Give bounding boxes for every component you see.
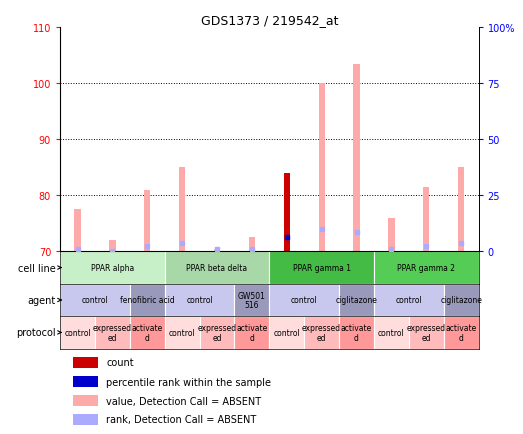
Bar <box>130 316 165 349</box>
Bar <box>283 174 290 252</box>
Text: GW501
516: GW501 516 <box>238 291 266 309</box>
Text: PPAR gamma 2: PPAR gamma 2 <box>397 263 455 273</box>
Text: control: control <box>395 296 422 305</box>
Bar <box>214 249 220 252</box>
Bar <box>354 65 360 252</box>
Text: expressed
ed: expressed ed <box>198 323 236 342</box>
Text: control: control <box>186 296 213 305</box>
Text: activate
d: activate d <box>446 323 477 342</box>
Text: rank, Detection Call = ABSENT: rank, Detection Call = ABSENT <box>106 414 256 424</box>
Text: PPAR beta delta: PPAR beta delta <box>187 263 247 273</box>
Bar <box>444 316 479 349</box>
Text: percentile rank within the sample: percentile rank within the sample <box>106 377 271 387</box>
Bar <box>234 316 269 349</box>
Text: ciglitazone: ciglitazone <box>336 296 378 305</box>
Bar <box>304 316 339 349</box>
Text: agent: agent <box>28 295 56 305</box>
Bar <box>109 240 116 252</box>
Text: count: count <box>106 358 134 368</box>
Bar <box>73 395 98 406</box>
Bar <box>95 316 130 349</box>
Bar <box>444 284 479 316</box>
Text: protocol: protocol <box>16 328 56 338</box>
Bar <box>249 238 255 252</box>
Bar <box>144 190 151 252</box>
Bar <box>319 84 325 252</box>
Text: control: control <box>82 296 108 305</box>
Bar <box>458 168 464 252</box>
Bar <box>234 284 269 316</box>
Bar <box>165 252 269 284</box>
Text: expressed
ed: expressed ed <box>93 323 132 342</box>
Text: activate
d: activate d <box>236 323 268 342</box>
Text: fenofibric acid: fenofibric acid <box>120 296 175 305</box>
Text: value, Detection Call = ABSENT: value, Detection Call = ABSENT <box>106 396 262 406</box>
Bar <box>73 376 98 387</box>
Bar <box>269 284 339 316</box>
Bar <box>179 168 185 252</box>
Bar <box>423 187 429 252</box>
Bar <box>73 357 98 368</box>
Bar <box>165 316 200 349</box>
Text: control: control <box>169 328 196 337</box>
Text: ciglitazone: ciglitazone <box>440 296 482 305</box>
Bar <box>60 252 165 284</box>
Bar <box>339 284 374 316</box>
Text: expressed
ed: expressed ed <box>302 323 341 342</box>
Text: control: control <box>64 328 91 337</box>
Bar <box>200 316 234 349</box>
Bar <box>73 414 98 424</box>
Bar <box>60 316 95 349</box>
Text: expressed
ed: expressed ed <box>407 323 446 342</box>
Bar <box>60 284 130 316</box>
Text: cell line: cell line <box>18 263 56 273</box>
Text: activate
d: activate d <box>341 323 372 342</box>
Text: control: control <box>274 328 300 337</box>
Bar <box>374 316 409 349</box>
Bar <box>74 210 81 252</box>
Title: GDS1373 / 219542_at: GDS1373 / 219542_at <box>201 14 338 27</box>
Text: control: control <box>291 296 317 305</box>
Text: PPAR gamma 1: PPAR gamma 1 <box>293 263 350 273</box>
Text: activate
d: activate d <box>132 323 163 342</box>
Bar <box>374 252 479 284</box>
Bar <box>374 284 444 316</box>
Text: PPAR alpha: PPAR alpha <box>91 263 134 273</box>
Bar <box>388 218 394 252</box>
Text: control: control <box>378 328 405 337</box>
Bar <box>165 284 234 316</box>
Bar <box>269 316 304 349</box>
Bar <box>130 284 165 316</box>
Bar <box>339 316 374 349</box>
Bar <box>269 252 374 284</box>
Bar <box>409 316 444 349</box>
